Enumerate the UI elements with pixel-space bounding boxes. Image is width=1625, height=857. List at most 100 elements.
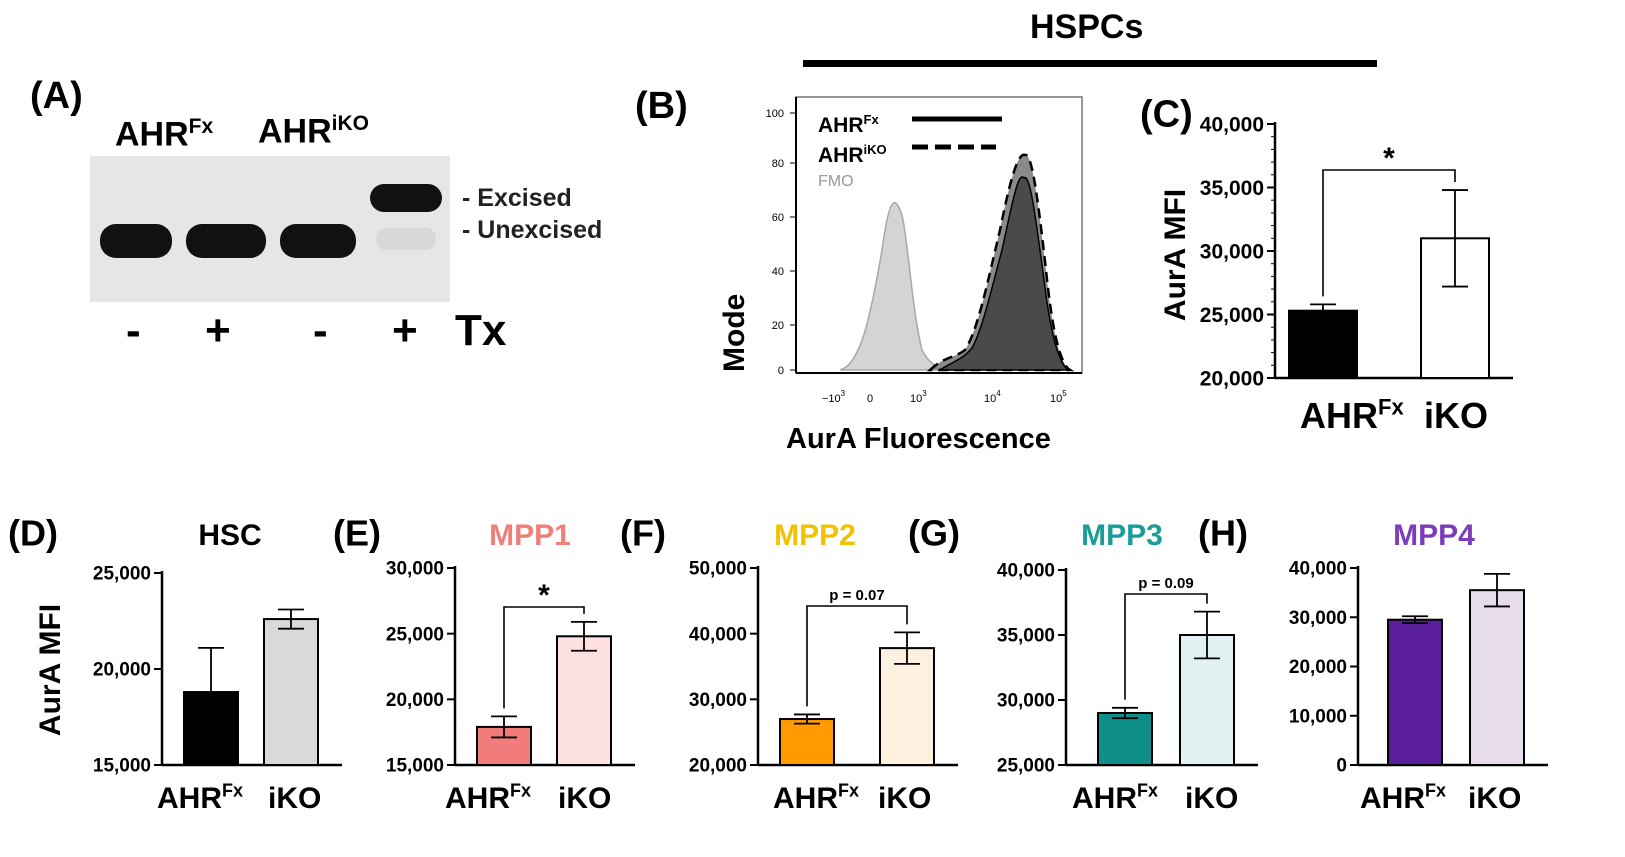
panel-c-letter: (C): [1140, 93, 1193, 135]
y-tick-label-c-1: 25,000: [1200, 304, 1264, 327]
category-label-d-0: AHRFx: [157, 781, 243, 815]
lane-group-ikO: AHRiKO: [258, 112, 370, 151]
category-label-f-1: iKO: [878, 782, 931, 815]
bar-chart-d: (D) HSC AurA MFI 15,000 20,000 25,000 AHRFx iKO: [8, 513, 342, 815]
category-label-g-0: AHRFx: [1072, 781, 1158, 815]
legend-ikO-label: AHRiKO: [818, 142, 887, 167]
tx-sign-lane3: -: [313, 306, 328, 355]
y-tick-label-g-3: 40,000: [997, 561, 1055, 582]
chart-title-h: MPP4: [1393, 519, 1475, 552]
bar-g-0: [1097, 712, 1153, 766]
category-label-d-1: iKO: [268, 782, 321, 815]
y-tick-label-c-4: 40,000: [1200, 113, 1264, 136]
y-tick-0: 0: [778, 365, 784, 377]
y-tick-label-e-0: 15,000: [386, 756, 444, 777]
bar-chart-c: (C) AurA MFI 20,000 25,000 30,000 35,000 40,00…: [1140, 93, 1513, 436]
band-label-unexcised: - Unexcised: [462, 216, 603, 244]
chart-title-f: MPP2: [774, 519, 856, 552]
category-label-f-0: AHRFx: [773, 781, 859, 815]
histogram-y-ticks: 0 20 40 60 80 100: [766, 108, 796, 377]
histogram-ylabel: Mode: [718, 294, 751, 372]
significance-bracket-e: [503, 606, 585, 709]
blot-band-lane1: [100, 224, 172, 258]
bar-c-0: [1288, 309, 1358, 379]
y-tick-label-c-0: 20,000: [1200, 367, 1264, 390]
y-tick-label-h-3: 30,000: [1289, 608, 1347, 629]
bar-chart-f: (F) MPP2 20,000 30,000 40,000 50,000 AHRFx iKO p…: [620, 513, 958, 815]
significance-label-g: p = 0.09: [1138, 575, 1193, 592]
category-label-c-0: AHRFx: [1300, 394, 1404, 436]
y-tick-label-h-1: 10,000: [1289, 706, 1347, 727]
hspcs-bracket-bar: [803, 60, 1377, 67]
chart-title-d: HSC: [198, 519, 261, 552]
fmo-histogram: [839, 201, 956, 371]
blot-band-lane2: [186, 224, 266, 258]
significance-label-f: p = 0.07: [829, 587, 884, 604]
fx-histogram: [937, 176, 1071, 371]
bar-chart-h: (H) MPP4 0 10,000 20,000 30,000 40,000 AHRFx iKO: [1198, 513, 1548, 815]
blot-band-lane4-excised: [370, 184, 442, 212]
y-tick-label-h-4: 40,000: [1289, 559, 1347, 580]
significance-label-c: *: [1383, 142, 1395, 175]
bar-h-1: [1469, 589, 1525, 766]
significance-label-e: *: [538, 579, 550, 612]
y-tick-label-e-2: 25,000: [386, 624, 444, 645]
y-tick-label-e-1: 20,000: [386, 690, 444, 711]
category-label-h-1: iKO: [1468, 782, 1521, 815]
x-tick-neg-1e3: −103: [822, 389, 846, 405]
y-tick-label-d-2: 25,000: [93, 564, 151, 585]
y-tick-label-g-1: 30,000: [997, 691, 1055, 712]
panel-b-letter: (B): [635, 85, 688, 127]
category-label-h-0: AHRFx: [1360, 781, 1446, 815]
y-tick-80: 80: [772, 158, 784, 170]
y-axis-label-d: AurA MFI: [34, 604, 67, 736]
chart-title-g: MPP3: [1081, 519, 1163, 552]
y-tick-label-g-2: 35,000: [997, 626, 1055, 647]
significance-bracket-c: [1322, 169, 1456, 297]
histogram-xlabel: AurA Fluorescence: [786, 423, 1051, 455]
category-label-c-1: iKO: [1424, 395, 1488, 436]
y-tick-label-f-1: 30,000: [689, 690, 747, 711]
panel-g-letter: (G): [908, 513, 960, 554]
y-tick-label-d-0: 15,000: [93, 756, 151, 777]
bar-e-1: [556, 635, 612, 766]
bar-chart-e: (E) MPP1 15,000 20,000 25,000 30,000 AHRFx iKO *: [333, 513, 635, 815]
y-tick-100: 100: [766, 108, 784, 120]
x-tick-0: 0: [867, 393, 873, 405]
significance-bracket-g: [1124, 593, 1208, 700]
blot-band-lane3: [280, 224, 356, 258]
y-tick-label-f-3: 50,000: [689, 559, 747, 580]
hspcs-title: HSPCs: [1030, 8, 1144, 46]
y-tick-label-c-2: 30,000: [1200, 240, 1264, 263]
y-tick-label-h-2: 20,000: [1289, 657, 1347, 678]
bar-f-1: [879, 647, 935, 767]
y-tick-label-c-3: 35,000: [1200, 177, 1264, 200]
blot-band-lane4-faint: [376, 228, 436, 250]
western-blot: [90, 156, 450, 302]
bar-f-0: [779, 718, 835, 766]
histogram-x-ticks: −103 0 103 104 105: [822, 389, 1067, 405]
flow-histogram-chart: (B) Mode 0 20 40 60 80 100 AHRFx AHRiKO …: [635, 85, 1083, 455]
y-tick-40: 40: [772, 266, 784, 278]
panel-e-letter: (E): [333, 513, 381, 554]
band-label-excised: - Excised: [462, 184, 572, 212]
legend-fmo-label: FMO: [818, 173, 854, 190]
y-tick-20: 20: [772, 320, 784, 332]
tx-sign-lane2: +: [205, 306, 231, 355]
y-tick-label-e-3: 30,000: [386, 559, 444, 580]
y-tick-label-d-1: 20,000: [93, 660, 151, 681]
bar-chart-g: (G) MPP3 25,000 30,000 35,000 40,000 AHRFx iKO p…: [908, 513, 1258, 815]
panel-a-letter: (A): [30, 75, 83, 117]
category-label-e-0: AHRFx: [445, 781, 531, 815]
y-tick-label-g-0: 25,000: [997, 756, 1055, 777]
lane-group-fx: AHRFx: [115, 115, 214, 154]
panel-d-letter: (D): [8, 513, 58, 554]
tx-label: Tx: [455, 306, 507, 355]
tx-sign-lane1: -: [126, 306, 141, 355]
category-label-e-1: iKO: [558, 782, 611, 815]
y-tick-60: 60: [772, 212, 784, 224]
category-label-g-1: iKO: [1185, 782, 1238, 815]
chart-title-e: MPP1: [489, 519, 571, 552]
y-tick-label-f-0: 20,000: [689, 756, 747, 777]
